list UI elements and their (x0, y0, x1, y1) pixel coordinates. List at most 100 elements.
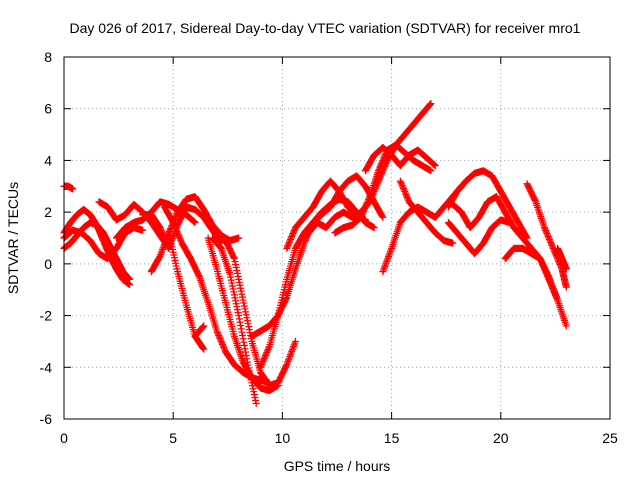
data-point (157, 249, 165, 257)
data-point (264, 346, 272, 354)
x-tick-label: 10 (275, 430, 291, 446)
data-point (235, 234, 243, 242)
data-point (164, 230, 172, 238)
data-point (290, 227, 298, 235)
series-arc-26 (501, 244, 570, 330)
data-point (175, 232, 183, 240)
data-point (245, 367, 253, 375)
data-point (400, 186, 408, 194)
data-point (399, 185, 407, 193)
data-point (232, 300, 240, 308)
data-marks (60, 100, 570, 407)
x-tick-label: 5 (169, 430, 177, 446)
data-point (543, 230, 551, 238)
x-tick-label: 0 (60, 430, 68, 446)
data-point (227, 273, 235, 281)
data-point (357, 213, 365, 221)
data-point (161, 239, 169, 247)
data-point (378, 159, 386, 167)
data-point (377, 161, 385, 169)
data-point (241, 305, 249, 313)
data-point (251, 394, 259, 402)
data-point (361, 204, 369, 212)
data-point (360, 206, 368, 214)
data-point (358, 212, 366, 220)
data-point (404, 195, 412, 203)
data-point (177, 236, 185, 244)
data-point (241, 345, 249, 353)
data-point (220, 343, 228, 351)
data-point (175, 233, 183, 241)
data-point (159, 230, 167, 238)
data-point (232, 264, 240, 272)
data-point (166, 226, 174, 234)
data-point (257, 362, 265, 370)
data-point (172, 226, 180, 234)
data-point (233, 267, 241, 275)
data-point (238, 290, 246, 298)
data-point (237, 325, 245, 333)
data-point (546, 237, 554, 245)
data-point (449, 239, 457, 247)
data-point (243, 317, 251, 325)
data-point (284, 241, 292, 249)
x-tick-label: 15 (384, 430, 400, 446)
data-point (139, 226, 147, 234)
data-point (550, 288, 558, 296)
data-point (232, 297, 240, 305)
data-point (243, 314, 251, 322)
data-point (172, 224, 180, 232)
data-point (384, 253, 392, 261)
data-point (214, 330, 222, 338)
data-point (386, 248, 394, 256)
data-point (379, 213, 387, 221)
data-point (375, 165, 383, 173)
data-point (385, 251, 393, 259)
data-point (242, 311, 250, 319)
x-axis-label: GPS time / hours (284, 458, 391, 474)
data-point (547, 279, 555, 287)
data-point (160, 240, 168, 248)
data-point (217, 337, 225, 345)
data-point (243, 355, 251, 363)
data-point (236, 318, 244, 326)
data-point (258, 359, 266, 367)
data-point (542, 228, 550, 236)
data-point (238, 328, 246, 336)
data-point (200, 345, 208, 353)
data-point (220, 345, 228, 353)
data-point (157, 250, 165, 258)
data-point (245, 323, 253, 331)
data-point (374, 167, 382, 175)
data-point (240, 299, 248, 307)
data-point (547, 238, 555, 246)
data-point (380, 153, 388, 161)
data-point (431, 162, 439, 170)
data-point (545, 274, 553, 282)
data-point (548, 281, 556, 289)
y-tick-label: 0 (44, 256, 52, 272)
data-point (426, 101, 434, 109)
data-point (262, 351, 270, 359)
data-point (287, 349, 295, 357)
data-point (359, 209, 367, 217)
data-point (376, 164, 384, 172)
data-point (263, 349, 271, 357)
series-arc-1 (60, 206, 134, 289)
data-point (540, 224, 548, 232)
series-arc-4 (60, 182, 77, 193)
data-point (378, 170, 386, 178)
data-point (287, 351, 295, 359)
data-point (239, 335, 247, 343)
data-point (401, 189, 409, 197)
data-point (169, 218, 177, 226)
data-point (252, 397, 260, 405)
y-tick-label: 8 (44, 49, 52, 65)
series-arc-13 (209, 234, 260, 407)
data-point (156, 252, 164, 260)
data-point (171, 223, 179, 231)
series-arc-24 (444, 216, 514, 258)
series-arc-23 (444, 167, 531, 242)
data-point (547, 278, 555, 286)
data-point (552, 291, 560, 299)
